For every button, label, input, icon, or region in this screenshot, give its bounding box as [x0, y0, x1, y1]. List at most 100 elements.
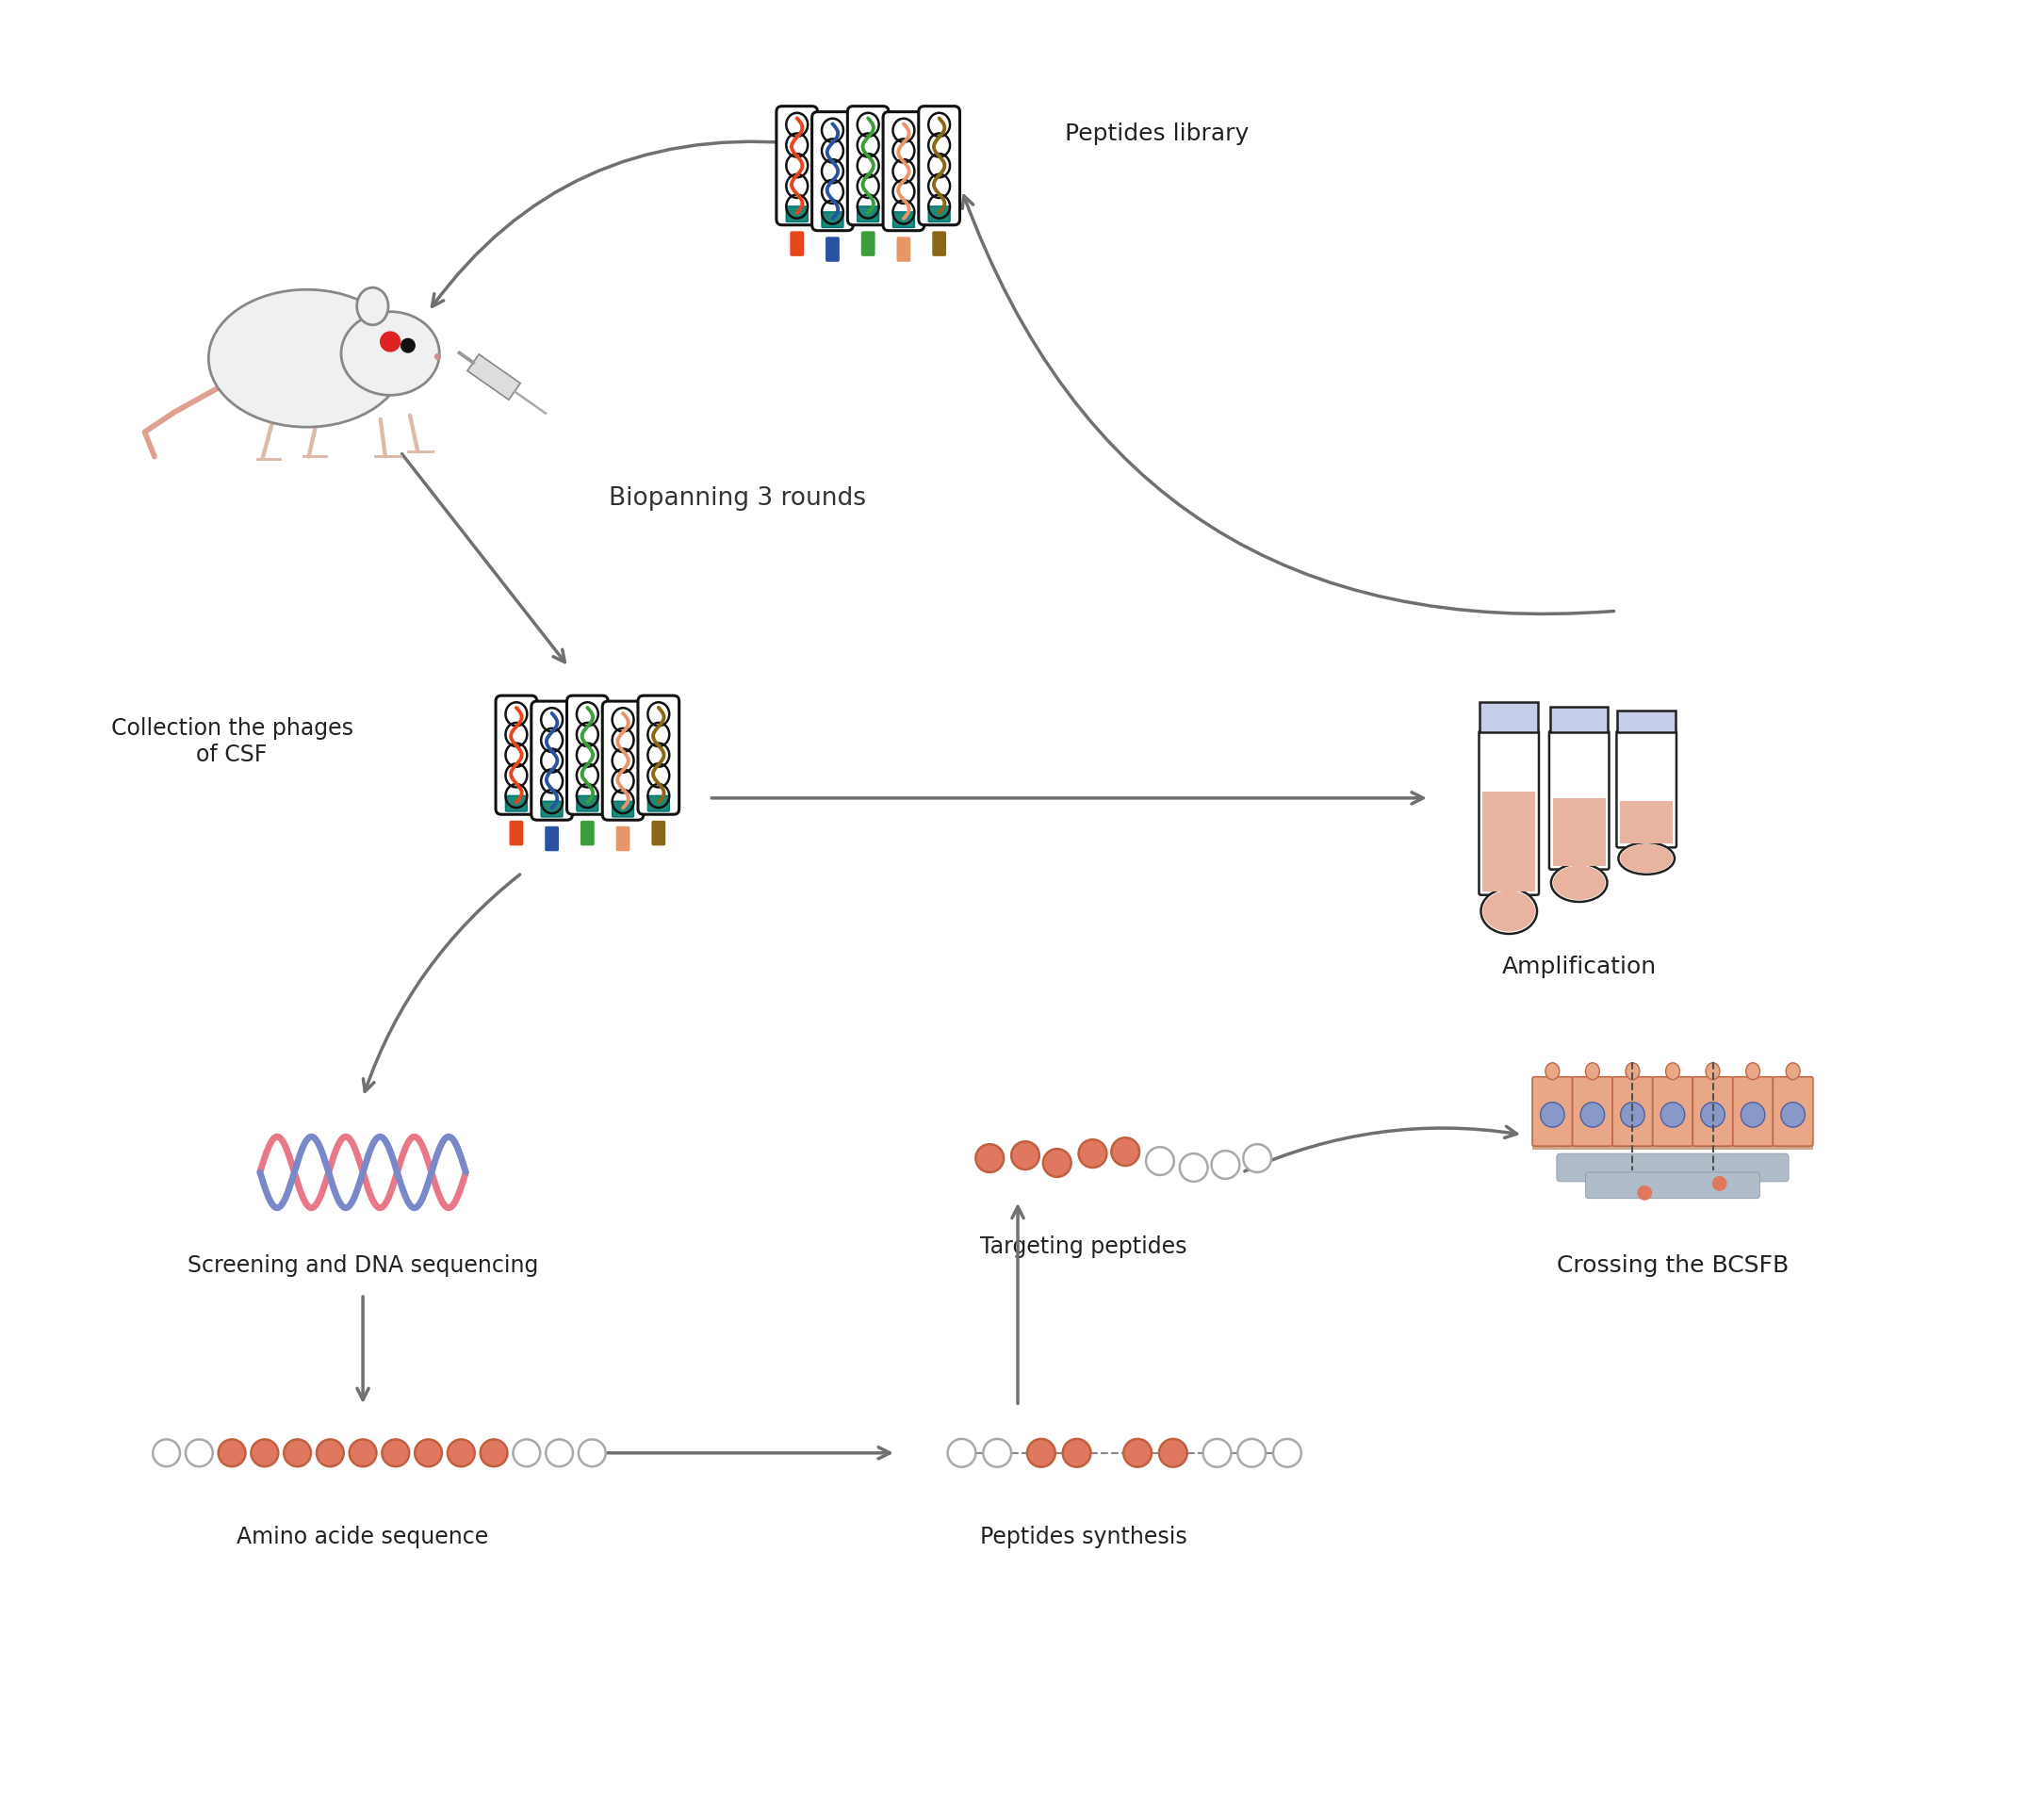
Text: Biopanning 3 rounds: Biopanning 3 rounds [609, 486, 867, 510]
FancyBboxPatch shape [1692, 1076, 1733, 1145]
Bar [1621, 800, 1672, 844]
FancyBboxPatch shape [856, 207, 879, 221]
FancyBboxPatch shape [791, 232, 803, 256]
FancyBboxPatch shape [1558, 1154, 1788, 1182]
FancyBboxPatch shape [576, 795, 599, 811]
Circle shape [382, 1439, 409, 1467]
Ellipse shape [1482, 891, 1535, 931]
Circle shape [1212, 1151, 1239, 1178]
Ellipse shape [1780, 1102, 1805, 1127]
Circle shape [480, 1439, 507, 1467]
FancyBboxPatch shape [811, 113, 852, 231]
FancyBboxPatch shape [511, 822, 523, 844]
Circle shape [153, 1439, 180, 1467]
Circle shape [1079, 1140, 1106, 1167]
FancyBboxPatch shape [652, 822, 664, 844]
FancyBboxPatch shape [638, 695, 679, 815]
Bar [1553, 799, 1605, 866]
Ellipse shape [1482, 889, 1537, 935]
Ellipse shape [358, 287, 388, 325]
FancyBboxPatch shape [893, 212, 914, 227]
Circle shape [975, 1143, 1004, 1172]
Circle shape [415, 1439, 442, 1467]
FancyBboxPatch shape [826, 238, 838, 261]
FancyBboxPatch shape [777, 107, 818, 225]
Ellipse shape [1586, 1064, 1600, 1080]
Text: Peptides library: Peptides library [1065, 122, 1249, 145]
Circle shape [513, 1439, 540, 1467]
Circle shape [1179, 1154, 1208, 1182]
Circle shape [186, 1439, 213, 1467]
Circle shape [1243, 1143, 1271, 1172]
Ellipse shape [1746, 1064, 1760, 1080]
Circle shape [1239, 1439, 1265, 1467]
FancyBboxPatch shape [1654, 1076, 1692, 1145]
Circle shape [1012, 1142, 1038, 1169]
Ellipse shape [1701, 1102, 1725, 1127]
Bar [1549, 706, 1609, 733]
FancyBboxPatch shape [505, 795, 527, 811]
Ellipse shape [1619, 842, 1674, 875]
Circle shape [1124, 1439, 1151, 1467]
FancyBboxPatch shape [863, 232, 875, 256]
Circle shape [448, 1439, 474, 1467]
Bar [1480, 702, 1537, 733]
Polygon shape [468, 354, 521, 399]
Circle shape [401, 339, 415, 352]
Text: Peptides synthesis: Peptides synthesis [979, 1526, 1188, 1548]
Ellipse shape [1545, 1064, 1560, 1080]
Text: Amino acide sequence: Amino acide sequence [237, 1526, 489, 1548]
FancyBboxPatch shape [918, 107, 961, 225]
FancyBboxPatch shape [580, 822, 593, 844]
Text: Collection the phages
of CSF: Collection the phages of CSF [110, 717, 354, 766]
Circle shape [1159, 1439, 1188, 1467]
FancyBboxPatch shape [1617, 731, 1676, 848]
FancyBboxPatch shape [648, 795, 668, 811]
FancyBboxPatch shape [617, 828, 630, 851]
Circle shape [219, 1439, 245, 1467]
FancyBboxPatch shape [1533, 1076, 1572, 1145]
FancyBboxPatch shape [603, 701, 644, 820]
FancyBboxPatch shape [566, 695, 607, 815]
Ellipse shape [1625, 1064, 1639, 1080]
Circle shape [983, 1439, 1012, 1467]
Ellipse shape [1580, 1102, 1605, 1127]
Bar [1533, 1142, 1813, 1151]
Circle shape [1112, 1138, 1139, 1165]
FancyBboxPatch shape [1549, 731, 1609, 869]
Circle shape [546, 1439, 572, 1467]
Circle shape [578, 1439, 605, 1467]
Circle shape [350, 1439, 376, 1467]
FancyBboxPatch shape [897, 238, 910, 261]
Circle shape [1028, 1439, 1055, 1467]
Text: Crossing the BCSFB: Crossing the BCSFB [1558, 1254, 1788, 1278]
FancyBboxPatch shape [531, 701, 572, 820]
Circle shape [380, 332, 401, 352]
Circle shape [317, 1439, 343, 1467]
FancyBboxPatch shape [822, 212, 844, 227]
Circle shape [284, 1439, 311, 1467]
Bar [1617, 711, 1676, 733]
Circle shape [1713, 1176, 1727, 1191]
Ellipse shape [341, 312, 439, 396]
Text: Targeting peptides: Targeting peptides [979, 1236, 1188, 1258]
FancyBboxPatch shape [932, 232, 946, 256]
FancyBboxPatch shape [613, 802, 634, 817]
Ellipse shape [1707, 1064, 1719, 1080]
FancyBboxPatch shape [787, 207, 807, 221]
FancyBboxPatch shape [1572, 1076, 1613, 1145]
Circle shape [948, 1439, 975, 1467]
Ellipse shape [1553, 866, 1605, 900]
FancyBboxPatch shape [1480, 731, 1539, 895]
Ellipse shape [1621, 1102, 1645, 1127]
Ellipse shape [208, 290, 405, 427]
FancyBboxPatch shape [883, 113, 924, 231]
Ellipse shape [1541, 1102, 1564, 1127]
Circle shape [251, 1439, 278, 1467]
Circle shape [1042, 1149, 1071, 1176]
Ellipse shape [1741, 1102, 1764, 1127]
FancyBboxPatch shape [1733, 1076, 1772, 1145]
Circle shape [1147, 1147, 1173, 1174]
FancyBboxPatch shape [1586, 1172, 1760, 1198]
Circle shape [1637, 1185, 1652, 1200]
